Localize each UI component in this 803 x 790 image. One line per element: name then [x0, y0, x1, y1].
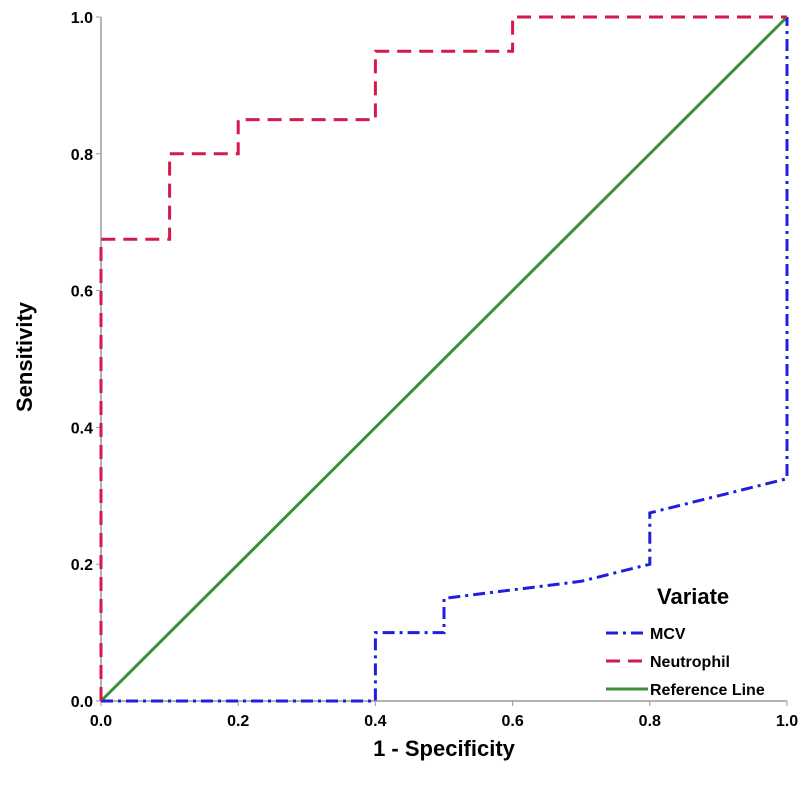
series-line-mcv [101, 17, 789, 703]
y-tick-label: 0.2 [71, 557, 93, 574]
legend: Variate MCV Neutrophil Reference Line [606, 584, 765, 699]
y-axis-title: Sensitivity [12, 301, 37, 412]
labels-layer: 1 - Specificity Sensitivity [12, 301, 516, 761]
x-tick-label: 0.6 [501, 713, 523, 730]
series-layer [99, 15, 789, 703]
axes: 0.0 0.2 0.4 0.6 0.8 1.0 0.0 0.2 0.4 0.6 0.8 1.0 [71, 10, 798, 730]
y-tick-label: 1.0 [71, 10, 93, 27]
y-tick-label: 0.6 [71, 284, 93, 301]
y-tick-label: 0.0 [71, 694, 93, 711]
legend-label: Reference Line [650, 682, 765, 699]
x-tick-label: 0.8 [639, 713, 661, 730]
x-tick-label: 0.0 [90, 713, 112, 730]
x-tick-label: 1.0 [776, 713, 798, 730]
y-tick-label: 0.8 [71, 147, 93, 164]
x-tick-label: 0.4 [364, 713, 386, 730]
legend-label: Neutrophil [650, 654, 730, 671]
y-tick-label: 0.4 [71, 420, 93, 437]
series-line-reference-line [99, 15, 789, 703]
series-line-neutrophil [99, 15, 787, 701]
legend-title: Variate [657, 584, 729, 609]
x-axis-title: 1 - Specificity [373, 736, 516, 761]
legend-label: MCV [650, 626, 686, 643]
x-tick-label: 0.2 [227, 713, 249, 730]
